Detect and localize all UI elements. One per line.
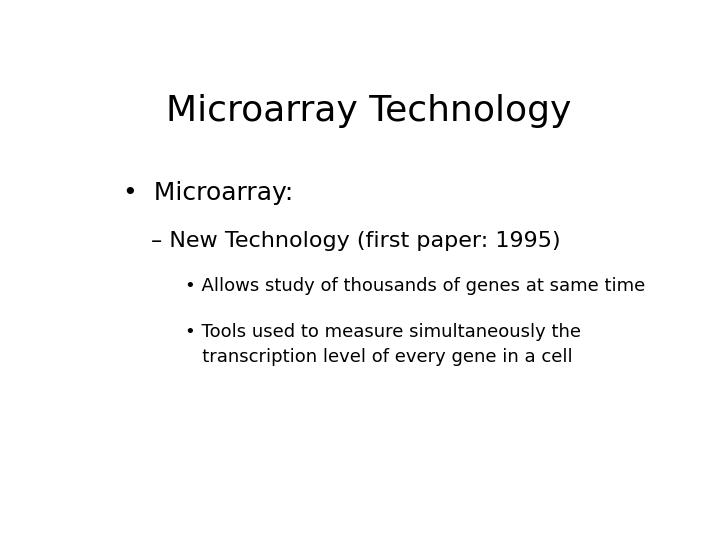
Text: •  Microarray:: • Microarray: bbox=[124, 181, 294, 205]
Text: Microarray Technology: Microarray Technology bbox=[166, 94, 572, 128]
Text: • Allows study of thousands of genes at same time: • Allows study of thousands of genes at … bbox=[185, 277, 645, 295]
Text: – New Technology (first paper: 1995): – New Technology (first paper: 1995) bbox=[151, 231, 561, 251]
Text: • Tools used to measure simultaneously the
   transcription level of every gene : • Tools used to measure simultaneously t… bbox=[185, 322, 581, 366]
